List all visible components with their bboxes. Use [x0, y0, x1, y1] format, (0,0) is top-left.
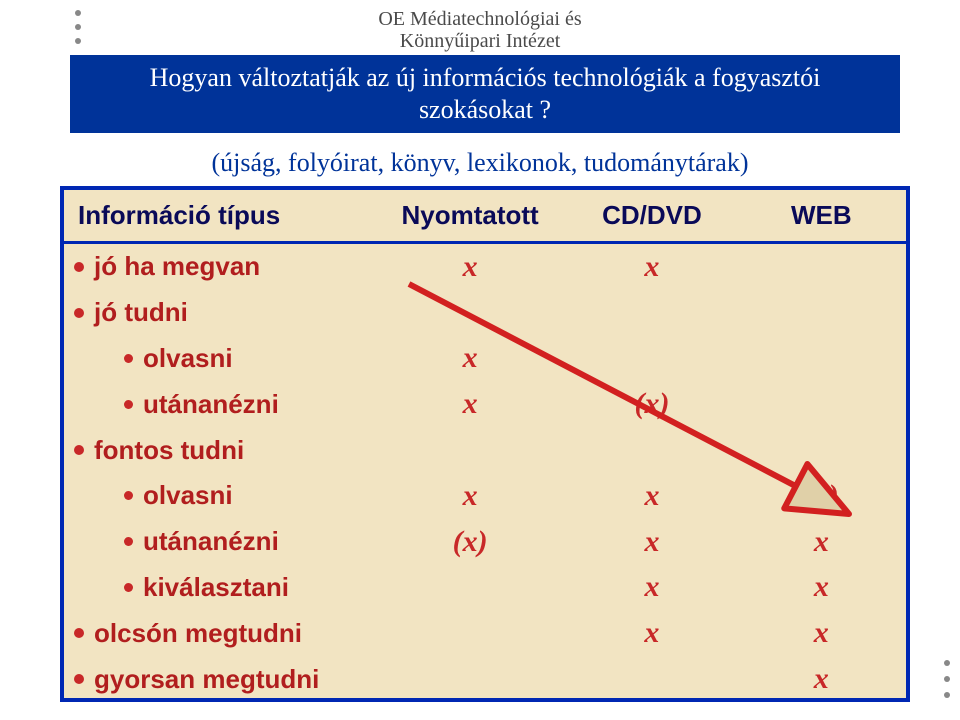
- bullet-icon: [74, 262, 84, 272]
- row-label: jó ha megvan: [64, 251, 373, 282]
- col-header-web: WEB: [737, 200, 906, 231]
- col-header-type: Információ típus: [64, 200, 373, 231]
- cell-print: x: [373, 387, 567, 421]
- col-header-print: Nyomtatott: [373, 200, 567, 231]
- cell-web: x: [737, 616, 906, 650]
- row-label: olvasni: [64, 343, 373, 374]
- page-title: Hogyan változtatják az új információs te…: [90, 62, 880, 126]
- cell-print: (x): [373, 525, 567, 559]
- cell-cd: x: [567, 525, 736, 559]
- institute-line2: Könnyűipari Intézet: [0, 30, 960, 52]
- table-body: jó ha megvanxxjó tudniolvasnixutánanézni…: [64, 244, 906, 702]
- bullet-icon: [124, 354, 133, 363]
- table-header-row: Információ típus Nyomtatott CD/DVD WEB: [64, 190, 906, 244]
- institute-line1: OE Médiatechnológiai és: [0, 8, 960, 30]
- row-label-text: olvasni: [143, 480, 233, 511]
- subtitle-text: (újság, folyóirat, könyv, lexikonok, tud…: [212, 148, 749, 177]
- row-label: olcsón megtudni: [64, 618, 373, 649]
- row-label: gyorsan megtudni: [64, 664, 373, 695]
- bullet-icon: [74, 308, 84, 318]
- cell-web: x: [737, 570, 906, 604]
- institute-header: OE Médiatechnológiai és Könnyűipari Inté…: [0, 8, 960, 52]
- decorative-right-bullets: [944, 660, 950, 708]
- cell-web: x: [737, 525, 906, 559]
- cell-cd: x: [567, 616, 736, 650]
- table-row: utánanézni(x)xx: [64, 519, 906, 565]
- bullet-icon: [74, 628, 84, 638]
- col-header-cd: CD/DVD: [567, 200, 736, 231]
- bullet-icon: [74, 674, 84, 684]
- cell-cd: x: [567, 570, 736, 604]
- row-label-text: jó tudni: [94, 297, 188, 328]
- title-band: Hogyan változtatják az új információs te…: [70, 55, 900, 133]
- info-table: Információ típus Nyomtatott CD/DVD WEB j…: [60, 186, 910, 702]
- cell-cd: x: [567, 250, 736, 284]
- table-row: gyorsan megtudni x: [64, 656, 906, 702]
- cell-print: x: [373, 250, 567, 284]
- row-label: fontos tudni: [64, 435, 373, 466]
- bullet-icon: [124, 491, 133, 500]
- bullet-icon: [944, 660, 950, 666]
- row-label: olvasni: [64, 480, 373, 511]
- cell-cd: (x): [567, 387, 736, 421]
- row-label: utánanézni: [64, 389, 373, 420]
- row-label-text: jó ha megvan: [94, 251, 260, 282]
- subtitle: (újság, folyóirat, könyv, lexikonok, tud…: [0, 148, 960, 178]
- table-row: jó ha megvan xx: [64, 244, 906, 290]
- row-label: kiválasztani: [64, 572, 373, 603]
- row-label-text: olcsón megtudni: [94, 618, 302, 649]
- row-label-text: olvasni: [143, 343, 233, 374]
- table-row: olvasni x: [64, 336, 906, 382]
- table-row: olvasnixx(x): [64, 473, 906, 519]
- bullet-icon: [944, 676, 950, 682]
- cell-web: (x): [737, 479, 906, 513]
- cell-cd: x: [567, 479, 736, 513]
- table-row: fontos tudni: [64, 427, 906, 473]
- row-label-text: gyorsan megtudni: [94, 664, 319, 695]
- bullet-icon: [124, 400, 133, 409]
- bullet-icon: [74, 445, 84, 455]
- row-label-text: fontos tudni: [94, 435, 244, 466]
- cell-print: x: [373, 341, 567, 375]
- table-row: kiválasztani xx: [64, 565, 906, 611]
- row-label: utánanézni: [64, 526, 373, 557]
- bullet-icon: [124, 583, 133, 592]
- bullet-icon: [124, 537, 133, 546]
- row-label-text: kiválasztani: [143, 572, 289, 603]
- table-row: jó tudni: [64, 290, 906, 336]
- table-row: utánanézni x(x): [64, 381, 906, 427]
- cell-web: x: [737, 662, 906, 696]
- row-label: jó tudni: [64, 297, 373, 328]
- row-label-text: utánanézni: [143, 526, 279, 557]
- bullet-icon: [944, 692, 950, 698]
- table-row: olcsón megtudni xx: [64, 610, 906, 656]
- cell-print: x: [373, 479, 567, 513]
- slide: OE Médiatechnológiai és Könnyűipari Inté…: [0, 0, 960, 720]
- row-label-text: utánanézni: [143, 389, 279, 420]
